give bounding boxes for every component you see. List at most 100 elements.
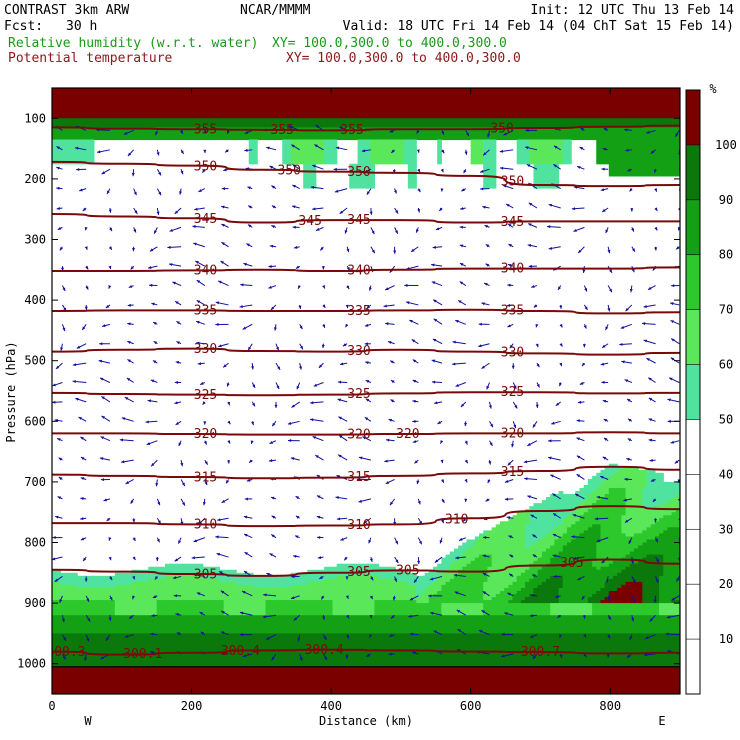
rh-cell <box>294 151 300 156</box>
rh-cell <box>675 109 680 113</box>
rh-cell <box>633 539 639 544</box>
rh-cell <box>625 115 631 119</box>
rh-cell <box>546 557 551 562</box>
rh-cell <box>349 103 355 107</box>
rh-cell <box>646 512 652 516</box>
rh-cell <box>269 106 275 110</box>
rh-cell <box>529 88 535 92</box>
rh-cell <box>382 157 388 162</box>
rh-cell <box>625 109 631 113</box>
rh-cell <box>453 551 459 556</box>
rh-cell <box>596 91 602 95</box>
rh-cell <box>638 118 643 122</box>
rh-cell <box>491 557 497 562</box>
rh-cell <box>608 527 614 531</box>
rh-cell <box>437 154 442 159</box>
rh-cell <box>412 160 417 165</box>
rh-cell <box>336 88 342 92</box>
rh-cell <box>663 566 669 571</box>
rh-cell <box>621 478 627 483</box>
rh-cell <box>617 163 622 168</box>
rh-cell <box>562 106 568 110</box>
rh-cell <box>479 103 484 107</box>
rh-cell <box>520 142 526 147</box>
rh-cell <box>324 154 329 159</box>
rh-cell <box>667 115 673 119</box>
rh-cell <box>194 115 200 119</box>
rh-cell <box>135 88 141 92</box>
rh-cell <box>659 490 664 495</box>
rh-cell <box>583 521 589 525</box>
rh-cell <box>600 524 606 528</box>
rh-cell <box>650 109 656 113</box>
rh-cell <box>579 563 585 568</box>
rh-cell <box>633 515 639 519</box>
rh-cell <box>566 536 572 541</box>
rh-cell <box>583 527 589 531</box>
rh-cell <box>286 106 292 110</box>
rh-cell <box>654 160 660 165</box>
rh-cell <box>102 121 108 125</box>
rh-cell <box>173 97 179 101</box>
rh-cell <box>525 557 530 562</box>
rh-cell <box>462 94 468 98</box>
rh-cell <box>659 518 664 522</box>
rh-cell <box>416 91 422 95</box>
rh-cell <box>470 539 476 544</box>
rh-cell <box>533 133 539 138</box>
rh-cell <box>407 124 413 128</box>
rh-cell <box>353 112 359 116</box>
rh-cell <box>566 145 572 150</box>
rh-cell <box>315 145 321 150</box>
rh-cell <box>286 118 292 122</box>
rh-cell <box>307 157 313 162</box>
rh-cell <box>592 97 597 101</box>
rh-cell <box>273 133 279 138</box>
rh-cell <box>424 136 430 141</box>
rh-cell <box>592 487 597 492</box>
rh-cell <box>261 109 267 113</box>
rh-cell <box>286 109 292 113</box>
rh-cell <box>261 106 267 110</box>
rh-cell <box>152 88 158 92</box>
rh-cell <box>487 88 493 92</box>
rh-cell <box>319 139 325 144</box>
rh-cell <box>575 97 581 101</box>
rh-cell <box>294 572 300 577</box>
rh-cell <box>504 103 509 107</box>
rh-cell <box>608 133 614 138</box>
rh-cell <box>52 124 57 128</box>
rh-cell <box>487 109 493 113</box>
rh-cell <box>491 94 497 98</box>
rh-cell <box>248 145 254 150</box>
rh-cell <box>621 97 627 101</box>
rh-cell <box>52 142 57 147</box>
rh-cell <box>554 160 560 165</box>
rh-cell <box>587 518 593 522</box>
rh-cell <box>194 91 200 95</box>
rh-cell <box>663 151 669 156</box>
rh-cell <box>307 94 313 98</box>
rh-cell <box>483 563 489 568</box>
rh-cell <box>629 521 635 525</box>
rh-cell <box>181 569 187 574</box>
rh-cell <box>357 172 363 177</box>
rh-cell <box>483 133 489 138</box>
rh-cell <box>52 91 57 95</box>
rh-cell <box>537 524 543 528</box>
rh-cell <box>642 530 648 535</box>
rh-cell <box>294 154 300 159</box>
rh-cell <box>479 551 484 556</box>
rh-cell <box>629 148 635 153</box>
rh-cell <box>566 124 572 128</box>
rh-cell <box>571 115 576 119</box>
rh-cell <box>294 112 300 116</box>
rh-cell <box>499 94 505 98</box>
rh-cell <box>403 115 409 119</box>
rh-cell <box>332 97 338 101</box>
rh-cell <box>663 112 669 116</box>
rh-cell <box>424 572 430 577</box>
rh-cell <box>424 91 430 95</box>
rh-cell <box>428 136 434 141</box>
rh-cell <box>474 539 480 544</box>
